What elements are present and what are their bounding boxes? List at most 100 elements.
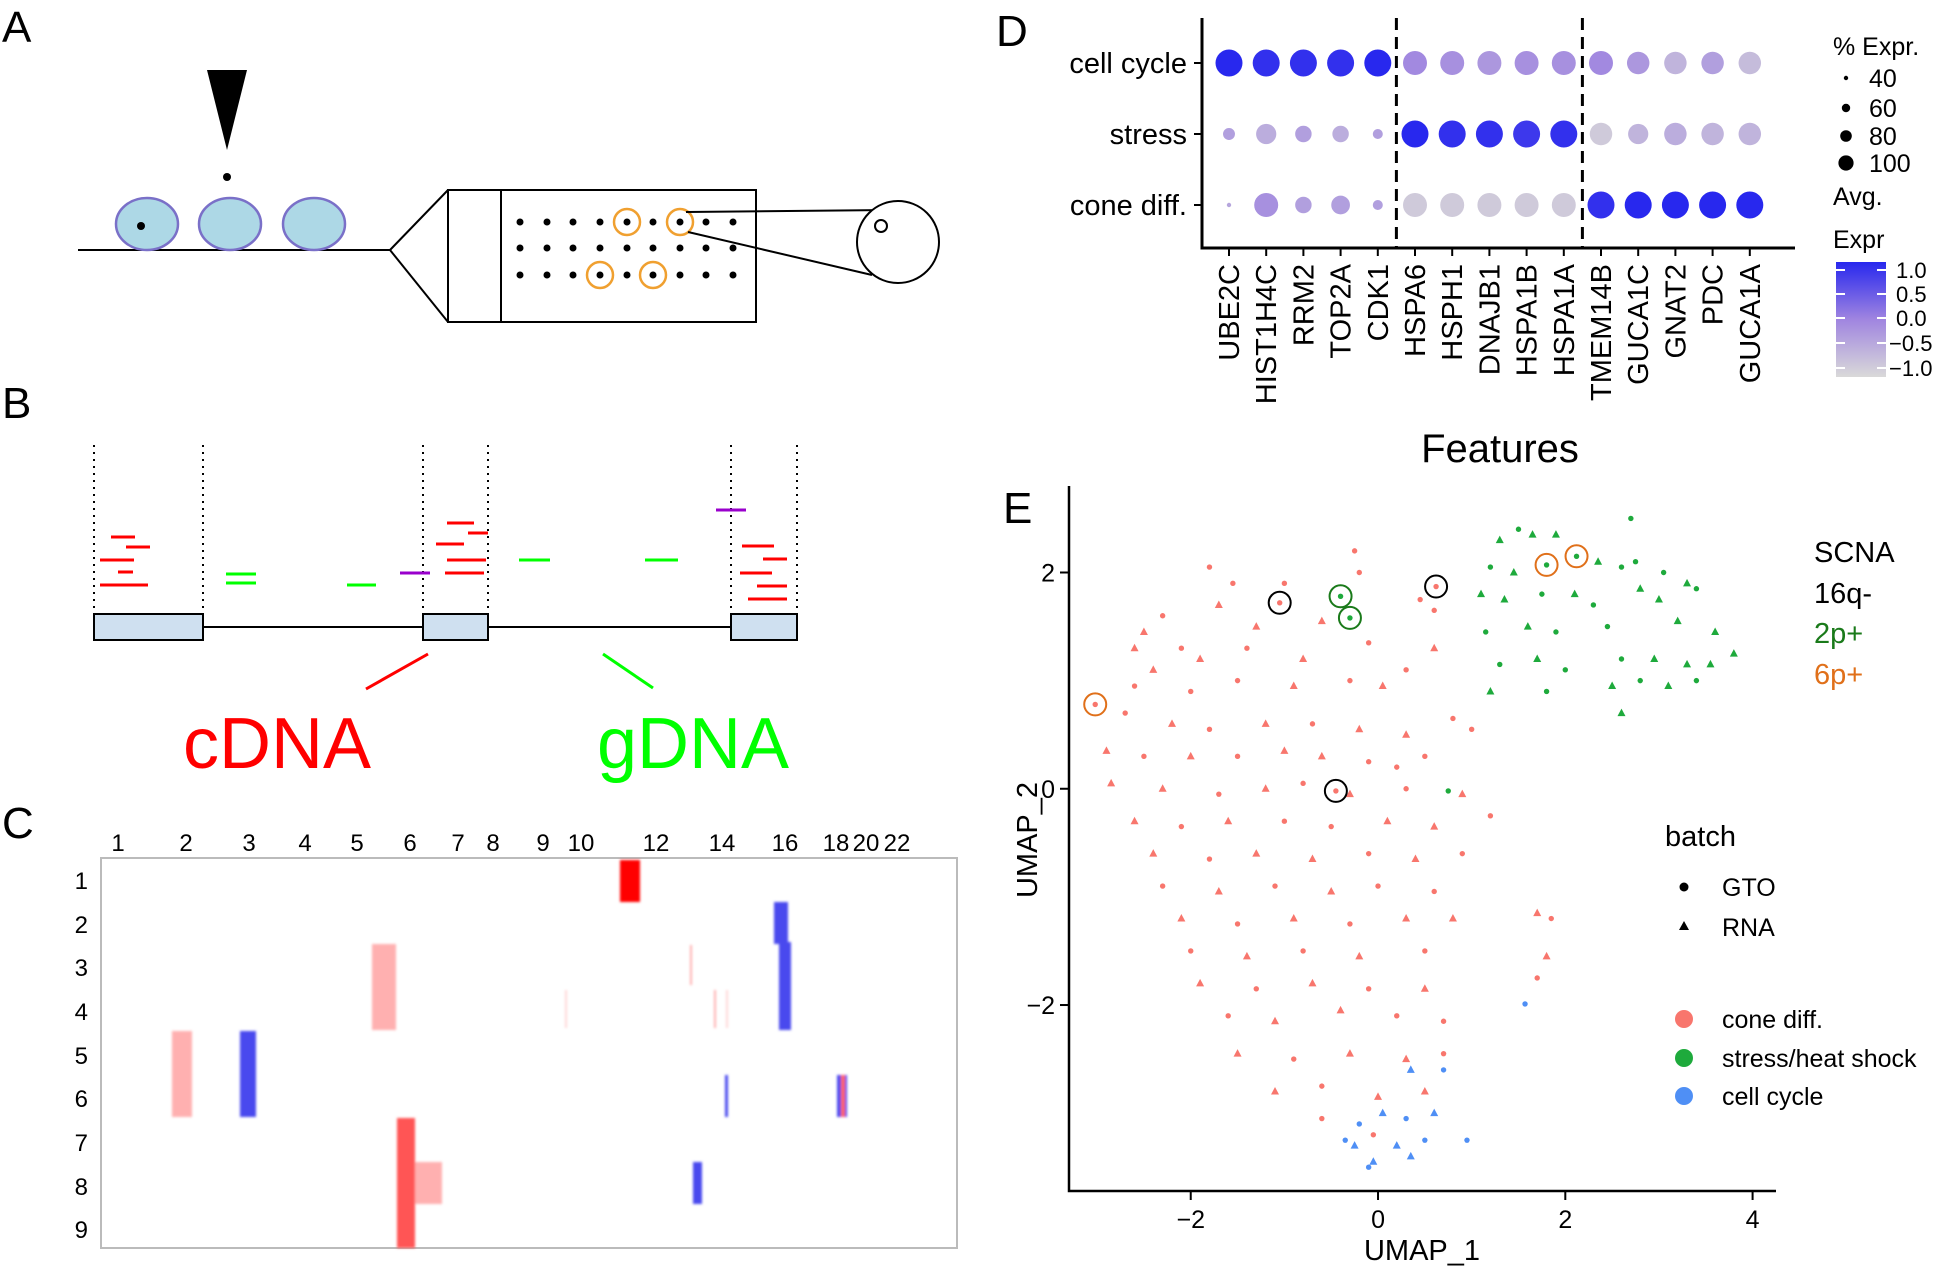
point-cone-diff-rna [1317, 751, 1326, 760]
point-cone-diff-gto [1394, 764, 1400, 770]
point-stress-heat-shock-rna [1711, 627, 1720, 635]
dot-conediff-hspa1b [1514, 193, 1539, 217]
panel-letter-b: B [2, 379, 31, 428]
cluster-cone-symbol [1675, 1010, 1693, 1028]
array-well-dot [649, 244, 657, 252]
scna-highlight-ring [1337, 605, 1362, 630]
y-tick: 7 [75, 1130, 88, 1157]
point-stress-heat-shock-rna [1528, 530, 1537, 538]
point-cell-cycle-gto [1403, 1115, 1409, 1122]
dot-stress-hist1h4c [1256, 123, 1277, 145]
panel-letter-d: D [996, 7, 1028, 56]
column-label: PDC [1698, 264, 1730, 325]
cluster-stress-symbol [1675, 1049, 1693, 1067]
point-cone-diff-rna [1224, 816, 1233, 825]
point-cone-diff-gto [1319, 1115, 1325, 1122]
column-label: HSPA6 [1400, 264, 1432, 357]
point-cone-diff-rna [1448, 914, 1457, 922]
array-well-dot [596, 271, 604, 279]
dot-cellcycle-ube2c [1215, 49, 1243, 77]
scna-highlight-ring [1564, 544, 1589, 569]
array-well-dot [516, 218, 524, 226]
cnv-gain-chr2-cell5-6 [172, 1031, 192, 1117]
cell-3 [281, 196, 347, 252]
y-tick: 9 [75, 1217, 88, 1244]
x-tick: 5 [350, 830, 363, 857]
x-tick: 7 [451, 830, 464, 857]
point-stress-heat-shock-rna [1673, 616, 1682, 625]
array-well-dot [543, 244, 551, 252]
cnv-loss-chr3-cell5-6 [240, 1031, 256, 1117]
dot-conediff-ube2c [1226, 202, 1232, 208]
color-tick: 1.0 [1896, 258, 1927, 283]
array-well-dot [516, 244, 524, 252]
cnv-loss-chr16-cell2 [774, 902, 788, 944]
point-cone-diff-rna [1336, 1005, 1345, 1014]
x-tick-labels: 1 2 3 4 5 6 7 8 9 10 12 14 16 18 20 22 [111, 830, 910, 857]
point-cone-diff-gto [1309, 721, 1316, 727]
point-stress-heat-shock-rna [1608, 681, 1617, 690]
dot-stress-rrm2 [1295, 125, 1312, 143]
y-tick: 6 [75, 1086, 88, 1113]
point-cone-diff-rna [1280, 746, 1289, 754]
zoom-line-top [685, 209, 891, 213]
scna-highlight-ring [1323, 778, 1348, 803]
point-cell-cycle-rna [1406, 1065, 1415, 1073]
dot-cellcycle-tmem14b [1589, 51, 1613, 75]
array-well-dot [702, 218, 710, 226]
array-well-dot [729, 244, 737, 252]
x-tick: 18 [823, 830, 850, 857]
array-well-dot [676, 218, 684, 226]
point-cone-diff-gto [1365, 759, 1372, 765]
point-cone-diff-gto [1281, 580, 1288, 587]
array-well-dot [676, 244, 684, 252]
point-stress-heat-shock-gto [1553, 629, 1559, 635]
point-cone-diff-rna [1383, 816, 1392, 825]
point-stress-heat-shock-rna [1664, 681, 1673, 690]
point-cone-diff-gto [1347, 921, 1353, 927]
point-stress-heat-shock-rna [1477, 589, 1486, 598]
panel-letter-e: E [1003, 484, 1032, 533]
point-cone-diff-gto [1487, 813, 1494, 819]
array-well-dot [543, 218, 551, 226]
panel-c: C 1 2 3 4 5 6 7 8 9 10 12 14 16 18 20 22… [2, 799, 958, 1249]
selected-well-4 [638, 260, 668, 290]
array-well-dot [729, 218, 737, 226]
selected-well-3 [585, 260, 615, 290]
point-cell-cycle-rna [1369, 1157, 1378, 1165]
y-tick-label: 2 [1041, 560, 1055, 588]
point-cone-diff-rna [1168, 719, 1177, 727]
row-label-cell-cycle: cell cycle [1069, 48, 1187, 80]
point-cone-diff-gto [1375, 883, 1381, 889]
dot-stress-pdc [1701, 122, 1724, 146]
selected-well-2 [665, 207, 695, 237]
column-label: HSPH1 [1437, 264, 1469, 361]
dot-conediff-cdk1 [1372, 199, 1383, 211]
scatter-points [1092, 515, 1738, 1170]
point-cone-diff-gto [1347, 677, 1353, 684]
color-tick: −0.5 [1889, 331, 1932, 356]
dot-stress-top2a [1332, 125, 1349, 143]
point-cone-diff-rna [1149, 849, 1158, 857]
point-cone-diff-rna [1402, 1054, 1411, 1063]
point-cone-diff-rna [1271, 1087, 1280, 1095]
point-cone-diff-rna [1130, 816, 1139, 825]
size-legend-dot [1843, 75, 1849, 81]
point-cone-diff-gto [1328, 823, 1334, 830]
point-cone-diff-gto [1092, 701, 1098, 708]
point-cone-diff-rna [1177, 914, 1186, 922]
point-cone-diff-gto [1440, 1018, 1447, 1024]
column-label: GNAT2 [1660, 264, 1692, 359]
point-stress-heat-shock-rna [1729, 649, 1738, 657]
batch-legend-title: batch [1665, 821, 1736, 853]
point-cone-diff-gto [1300, 780, 1306, 787]
point-cone-diff-gto [1365, 986, 1372, 992]
array-outer [447, 189, 757, 323]
cdna-label: cDNA [183, 704, 371, 784]
cnv-trace-cell4-c [726, 990, 728, 1028]
column-label: TOP2A [1326, 263, 1358, 358]
point-cone-diff-rna [1289, 914, 1298, 922]
point-cell-cycle-rna [1406, 1151, 1415, 1160]
point-cone-diff-rna [1261, 719, 1270, 727]
exon-3 [730, 613, 798, 641]
